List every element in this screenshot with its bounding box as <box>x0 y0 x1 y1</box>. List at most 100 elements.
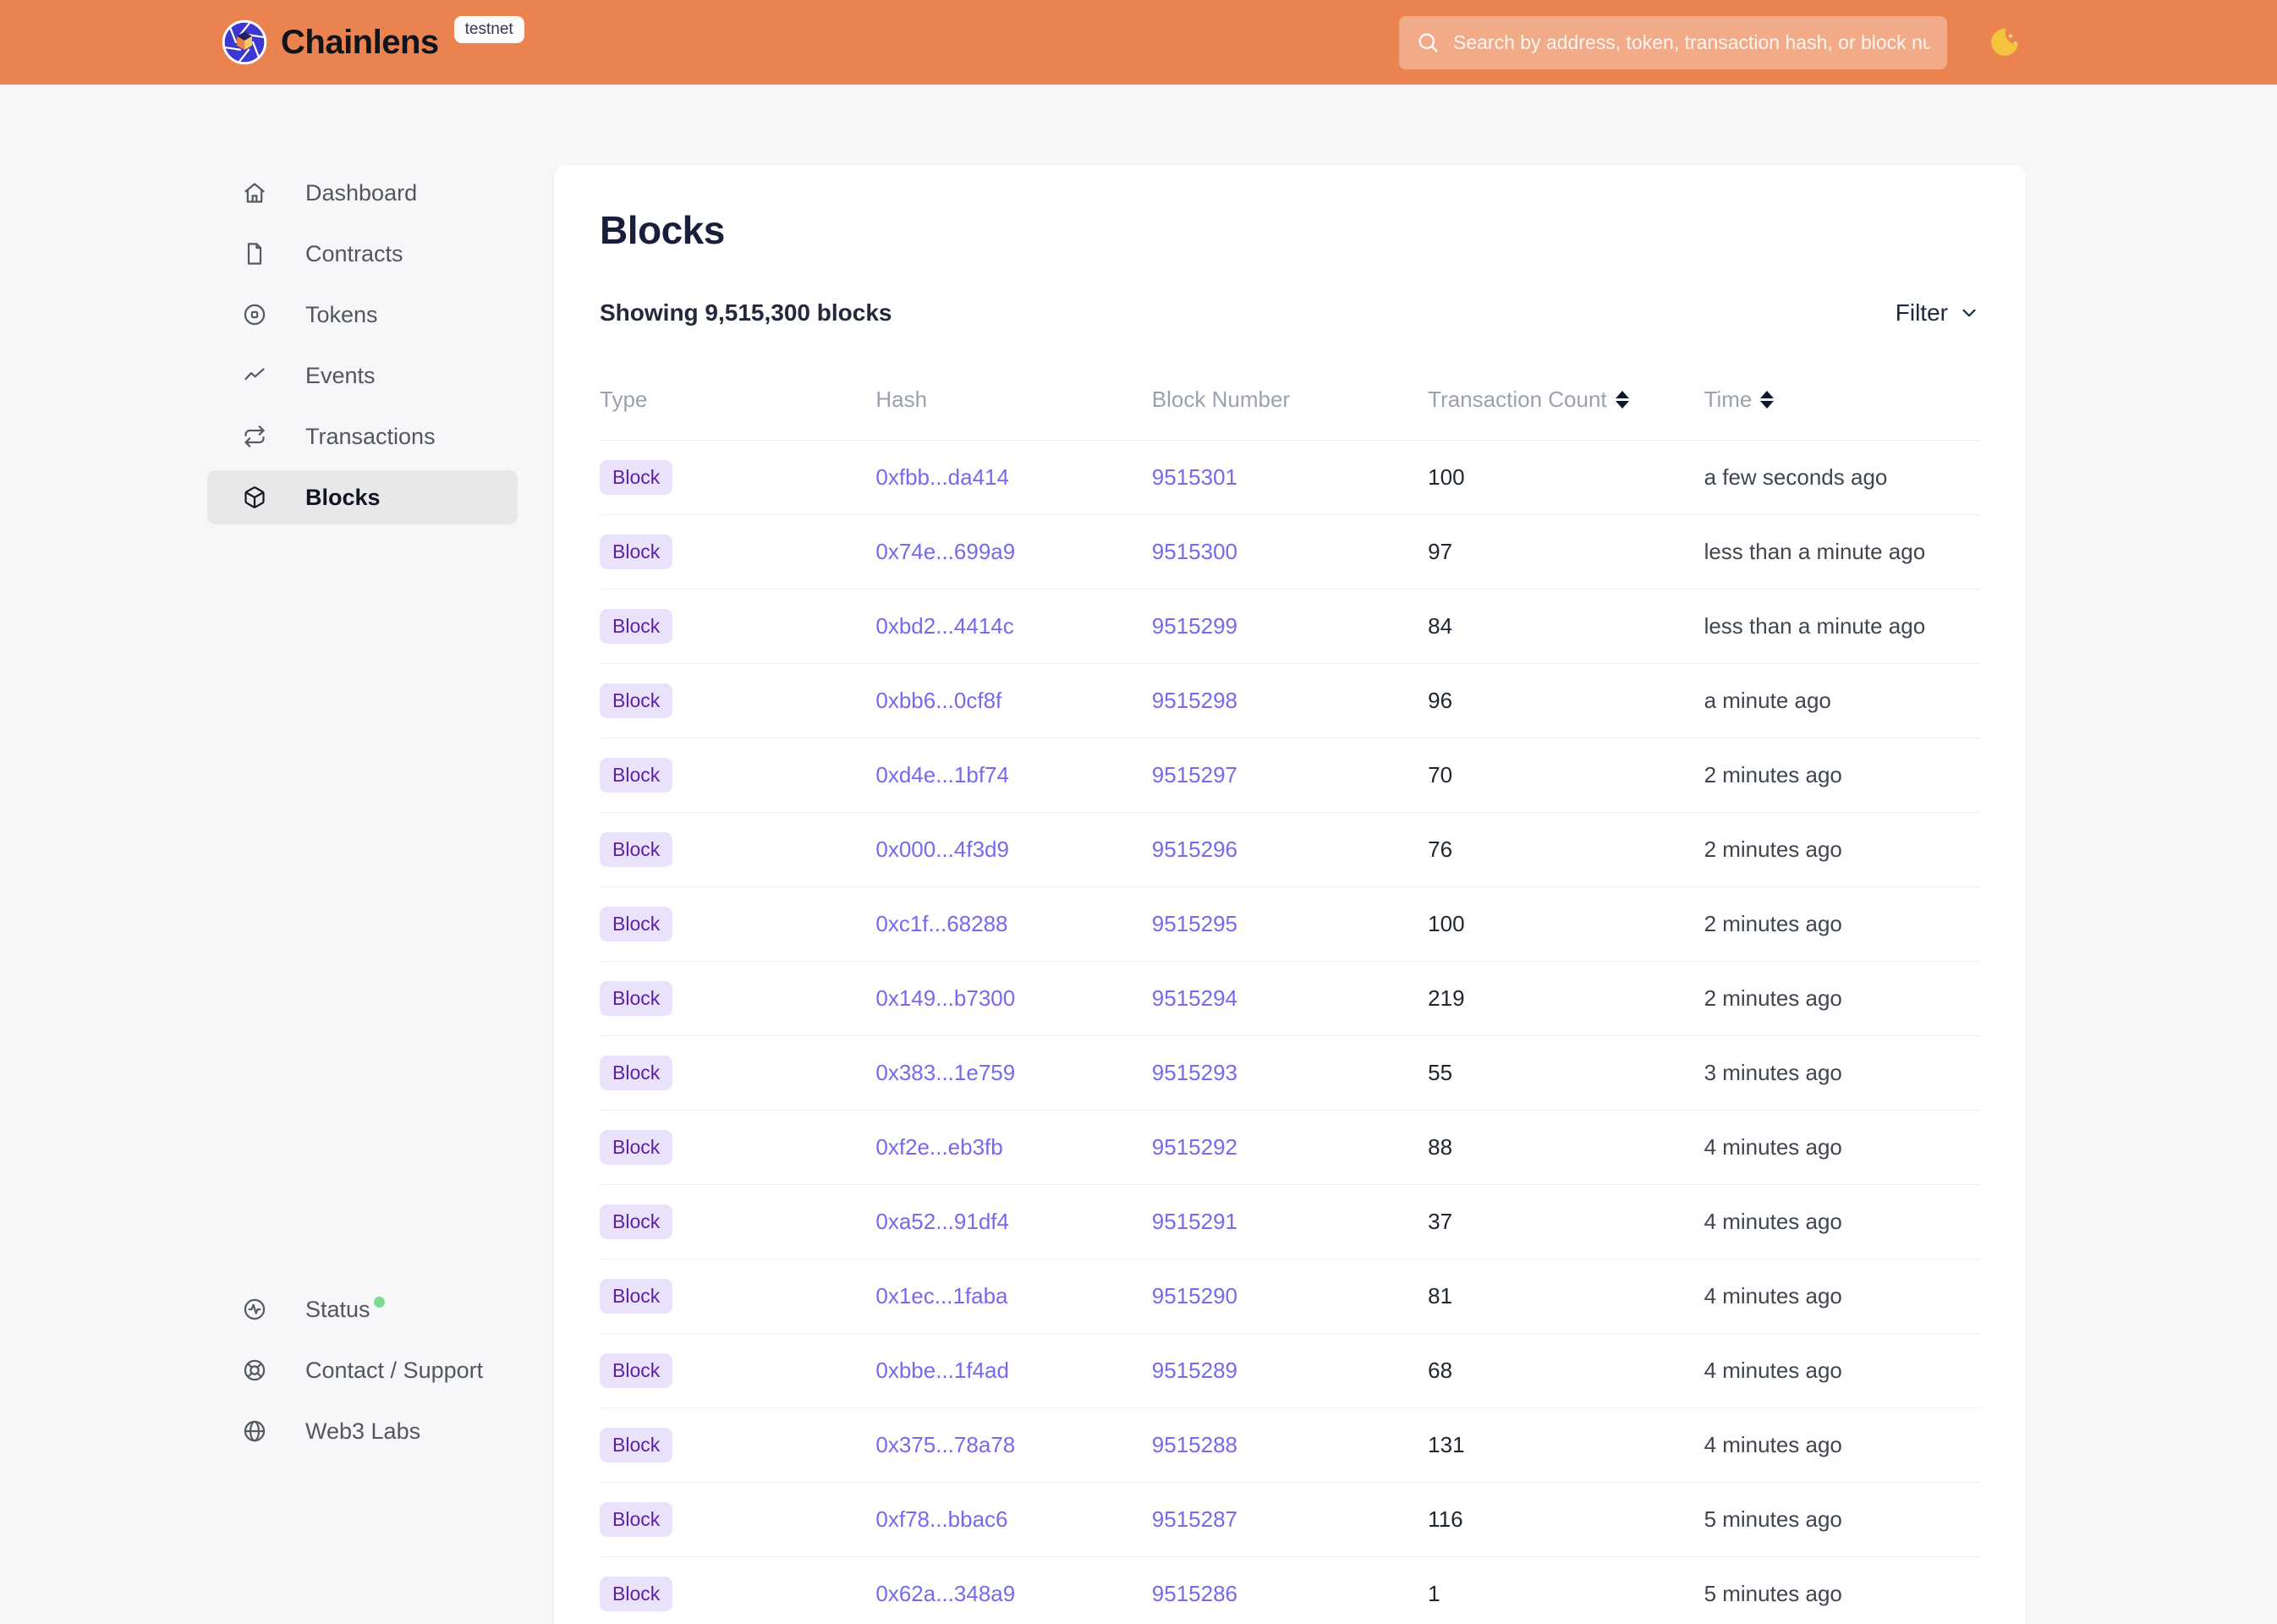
block-hash-link[interactable]: 0xa52...91df4 <box>875 1209 1009 1234</box>
sidebar-item-blocks[interactable]: Blocks <box>207 470 518 524</box>
table-header-row: Type Hash Block Number Transaction Count <box>600 327 1980 441</box>
table-row: Block 0xf78...bbac6 9515287 116 5 minutes ag… <box>600 1482 1980 1557</box>
block-hash-link[interactable]: 0xfbb...da414 <box>875 464 1009 490</box>
transaction-count-value: 131 <box>1428 1432 1465 1457</box>
block-time-value: a minute ago <box>1704 688 1831 713</box>
block-hash-link[interactable]: 0xc1f...68288 <box>875 911 1008 936</box>
block-number-link[interactable]: 9515286 <box>1151 1581 1238 1606</box>
sort-icon[interactable] <box>1615 391 1629 409</box>
sidebar-item-web3labs[interactable]: Web3 Labs <box>207 1404 518 1458</box>
block-time-value: 4 minutes ago <box>1704 1283 1842 1309</box>
block-time-value: 5 minutes ago <box>1704 1581 1842 1606</box>
block-number-link[interactable]: 9515295 <box>1151 911 1238 936</box>
search-input[interactable] <box>1453 30 1930 54</box>
sidebar-item-label: Contact / Support <box>305 1357 484 1383</box>
block-number-link[interactable]: 9515287 <box>1151 1506 1238 1532</box>
block-hash-link[interactable]: 0xf78...bbac6 <box>875 1506 1008 1532</box>
brand-link[interactable]: Chainlens <box>222 19 439 65</box>
block-number-link[interactable]: 9515294 <box>1151 985 1238 1011</box>
block-hash-link[interactable]: 0xd4e...1bf74 <box>875 762 1009 787</box>
sidebar-item-status[interactable]: Status <box>207 1282 518 1336</box>
search-box[interactable] <box>1399 15 1947 69</box>
sidebar-item-dashboard[interactable]: Dashboard <box>207 166 518 220</box>
block-type-badge: Block <box>600 1577 673 1611</box>
block-number-link[interactable]: 9515301 <box>1151 464 1238 490</box>
sidebar-footer-nav: Status Contact / Support Web3 Labs <box>207 1282 518 1458</box>
block-hash-link[interactable]: 0x62a...348a9 <box>875 1581 1016 1606</box>
block-hash-link[interactable]: 0x000...4f3d9 <box>875 837 1009 862</box>
chevron-down-icon <box>1962 309 1976 317</box>
block-hash-link[interactable]: 0x74e...699a9 <box>875 539 1016 564</box>
globe-icon <box>243 1419 266 1443</box>
block-type-badge: Block <box>600 758 673 793</box>
dark-mode-toggle[interactable] <box>1986 24 2023 61</box>
sidebar-item-contact[interactable]: Contact / Support <box>207 1343 518 1397</box>
block-hash-link[interactable]: 0x149...b7300 <box>875 985 1016 1011</box>
activity-icon <box>243 364 266 387</box>
sidebar: Dashboard Contracts Tokens Events Transactio… <box>0 85 554 1624</box>
block-hash-link[interactable]: 0xbd2...4414c <box>875 613 1014 639</box>
block-number-link[interactable]: 9515300 <box>1151 539 1238 564</box>
lifebuoy-icon <box>243 1358 266 1382</box>
blocks-card: Blocks Showing 9,515,300 blocks Filter T… <box>554 165 2026 1624</box>
sidebar-item-events[interactable]: Events <box>207 348 518 403</box>
block-hash-link[interactable]: 0xbbe...1f4ad <box>875 1358 1009 1383</box>
block-number-link[interactable]: 9515290 <box>1151 1283 1238 1309</box>
block-hash-link[interactable]: 0xf2e...eb3fb <box>875 1134 1003 1160</box>
sidebar-item-contracts[interactable]: Contracts <box>207 227 518 281</box>
filter-button[interactable]: Filter <box>1896 299 1980 326</box>
sort-icon[interactable] <box>1760 391 1775 409</box>
table-row: Block 0xd4e...1bf74 9515297 70 2 minutes ago <box>600 738 1980 813</box>
block-number-link[interactable]: 9515299 <box>1151 613 1238 639</box>
transaction-count-value: 37 <box>1428 1209 1453 1234</box>
block-hash-link[interactable]: 0x375...78a78 <box>875 1432 1016 1457</box>
block-number-link[interactable]: 9515289 <box>1151 1358 1238 1383</box>
status-online-dot <box>373 1296 385 1308</box>
block-time-value: a few seconds ago <box>1704 464 1888 490</box>
block-type-badge: Block <box>600 609 673 644</box>
block-time-value: less than a minute ago <box>1704 613 1926 639</box>
table-row: Block 0x383...1e759 9515293 55 3 minutes ago <box>600 1035 1980 1111</box>
block-time-value: 4 minutes ago <box>1704 1358 1842 1383</box>
block-hash-link[interactable]: 0x1ec...1faba <box>875 1283 1008 1309</box>
block-number-link[interactable]: 9515288 <box>1151 1432 1238 1457</box>
filter-label: Filter <box>1895 299 1948 326</box>
block-hash-link[interactable]: 0xbb6...0cf8f <box>875 688 1002 713</box>
transaction-count-value: 100 <box>1428 464 1465 490</box>
sidebar-item-label: Web3 Labs <box>305 1418 421 1444</box>
block-number-link[interactable]: 9515297 <box>1151 762 1238 787</box>
column-header-time[interactable]: Time <box>1704 327 1980 441</box>
transaction-count-value: 116 <box>1428 1506 1463 1532</box>
transaction-count-value: 81 <box>1428 1283 1453 1309</box>
transaction-count-value: 88 <box>1428 1134 1453 1160</box>
block-number-link[interactable]: 9515298 <box>1151 688 1238 713</box>
block-number-link[interactable]: 9515292 <box>1151 1134 1238 1160</box>
block-time-value: 4 minutes ago <box>1704 1432 1842 1457</box>
chainlens-logo-icon <box>222 19 267 65</box>
transaction-count-value: 96 <box>1428 688 1453 713</box>
sidebar-item-label: Blocks <box>305 484 381 510</box>
table-row: Block 0x74e...699a9 9515300 97 less than a m… <box>600 514 1980 590</box>
block-time-value: 5 minutes ago <box>1704 1506 1842 1532</box>
column-header-transaction-count[interactable]: Transaction Count <box>1428 327 1704 441</box>
sidebar-item-label: Transactions <box>305 423 436 449</box>
block-time-value: 4 minutes ago <box>1704 1134 1842 1160</box>
block-number-link[interactable]: 9515296 <box>1151 837 1238 862</box>
search-icon <box>1418 33 1438 52</box>
block-hash-link[interactable]: 0x383...1e759 <box>875 1060 1016 1085</box>
block-number-link[interactable]: 9515291 <box>1151 1209 1238 1234</box>
table-row: Block 0x1ec...1faba 9515290 81 4 minutes ago <box>600 1259 1980 1334</box>
cube-icon <box>243 486 266 509</box>
sidebar-item-transactions[interactable]: Transactions <box>207 409 518 464</box>
table-row: Block 0xa52...91df4 9515291 37 4 minutes ago <box>600 1184 1980 1259</box>
block-type-badge: Block <box>600 535 673 569</box>
block-type-badge: Block <box>600 832 673 867</box>
table-row: Block 0x000...4f3d9 9515296 76 2 minutes ago <box>600 812 1980 887</box>
block-type-badge: Block <box>600 907 673 941</box>
sidebar-item-label: Contracts <box>305 240 403 266</box>
block-number-link[interactable]: 9515293 <box>1151 1060 1238 1085</box>
table-row: Block 0xbd2...4414c 9515299 84 less than a m… <box>600 589 1980 664</box>
transaction-count-value: 84 <box>1428 613 1453 639</box>
sidebar-item-tokens[interactable]: Tokens <box>207 288 518 342</box>
transaction-count-value: 1 <box>1428 1581 1440 1606</box>
